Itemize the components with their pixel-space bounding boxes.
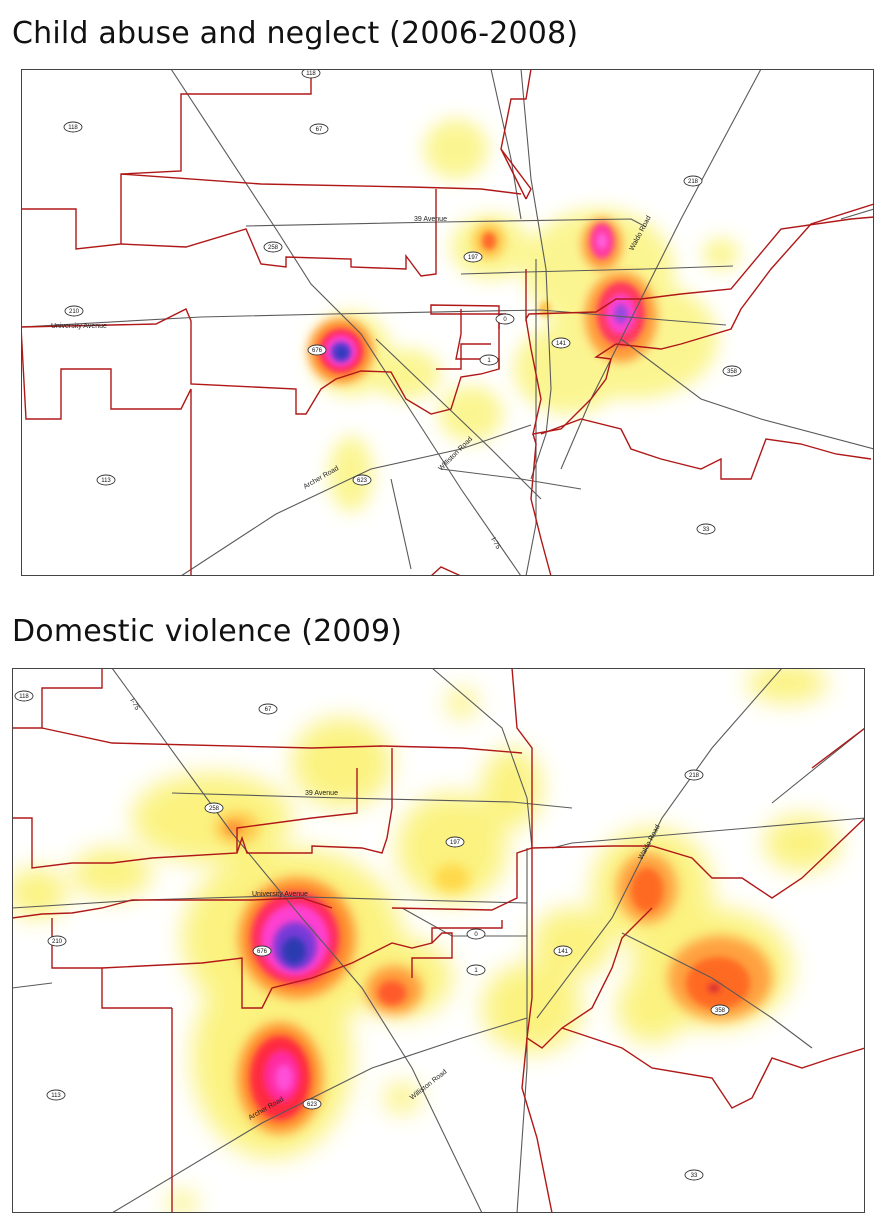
hotspot-east bbox=[668, 936, 772, 1020]
svg-text:218: 218 bbox=[688, 179, 699, 185]
svg-text:258: 258 bbox=[268, 245, 279, 251]
route-shields: 118 118 67 218 258 197 210 0 676 1 141 3… bbox=[63, 69, 742, 535]
svg-text:113: 113 bbox=[101, 478, 111, 484]
route-shield-118: 118 bbox=[63, 121, 83, 133]
svg-text:118: 118 bbox=[306, 71, 316, 77]
svg-text:1: 1 bbox=[487, 358, 491, 364]
svg-text:623: 623 bbox=[357, 478, 368, 484]
svg-text:33: 33 bbox=[703, 527, 710, 533]
hotspot-north-east bbox=[582, 218, 622, 270]
svg-text:67: 67 bbox=[316, 127, 323, 133]
road-label-39-avenue: 39 Avenue bbox=[305, 790, 338, 797]
svg-text:197: 197 bbox=[468, 255, 479, 261]
hotspot-archer bbox=[238, 1023, 322, 1133]
route-shield-358: 358 bbox=[722, 365, 742, 377]
road-network bbox=[21, 69, 874, 576]
svg-text:113: 113 bbox=[51, 1093, 61, 1099]
route-shield-676: 676 bbox=[307, 344, 327, 356]
district-boundaries bbox=[21, 69, 874, 576]
route-shield-676: 676 bbox=[252, 945, 272, 957]
svg-text:218: 218 bbox=[689, 773, 700, 779]
route-shields: 118 67 218 258 197 210 0 676 1 141 358 1… bbox=[14, 690, 730, 1181]
child-abuse-heat-map[interactable]: 118 118 67 218 258 197 210 0 676 1 141 3… bbox=[21, 69, 874, 576]
route-shield-258: 258 bbox=[204, 802, 224, 814]
svg-text:676: 676 bbox=[312, 348, 323, 354]
route-shield-67: 67 bbox=[309, 123, 329, 135]
svg-text:118: 118 bbox=[68, 125, 78, 131]
route-shield-0: 0 bbox=[466, 928, 486, 940]
svg-text:676: 676 bbox=[257, 949, 268, 955]
svg-text:67: 67 bbox=[265, 707, 272, 713]
svg-text:358: 358 bbox=[727, 369, 738, 375]
route-shield-210: 210 bbox=[47, 935, 67, 947]
svg-text:258: 258 bbox=[209, 806, 220, 812]
hotspot-center-south bbox=[366, 966, 422, 1014]
road-label-university-avenue: University Avenue bbox=[51, 323, 107, 330]
route-shield-141: 141 bbox=[553, 945, 573, 957]
route-shield-358: 358 bbox=[710, 1004, 730, 1016]
route-shield-1: 1 bbox=[479, 354, 499, 366]
svg-text:197: 197 bbox=[450, 840, 461, 846]
hotspot-197 bbox=[473, 223, 505, 259]
svg-text:358: 358 bbox=[715, 1008, 726, 1014]
hotspot-west bbox=[239, 878, 355, 998]
route-shield-141: 141 bbox=[551, 337, 571, 349]
svg-text:1: 1 bbox=[474, 968, 478, 974]
road-label-university-avenue: University Avenue bbox=[252, 891, 308, 898]
route-shield-33: 33 bbox=[684, 1169, 704, 1181]
route-shield-118: 118 bbox=[301, 69, 321, 79]
svg-text:118: 118 bbox=[19, 694, 29, 700]
route-shield-67: 67 bbox=[258, 703, 278, 715]
svg-text:0: 0 bbox=[474, 932, 478, 938]
svg-text:141: 141 bbox=[556, 341, 567, 347]
domestic-violence-heat-map[interactable]: 118 67 218 258 197 210 0 676 1 141 358 1… bbox=[12, 668, 865, 1213]
route-shield-218: 218 bbox=[684, 769, 704, 781]
route-shield-258: 258 bbox=[263, 241, 283, 253]
route-shield-1: 1 bbox=[466, 964, 486, 976]
route-shield-0: 0 bbox=[495, 313, 515, 325]
road-label-39-avenue: 39 Avenue bbox=[414, 216, 447, 223]
route-shield-623: 623 bbox=[352, 474, 372, 486]
route-shield-118: 118 bbox=[14, 690, 34, 702]
svg-text:141: 141 bbox=[558, 949, 569, 955]
route-shield-218: 218 bbox=[683, 175, 703, 187]
route-shield-113: 113 bbox=[46, 1089, 66, 1101]
svg-text:33: 33 bbox=[691, 1173, 698, 1179]
route-shield-197: 197 bbox=[445, 836, 465, 848]
district-boundaries bbox=[12, 668, 865, 1213]
route-shield-210: 210 bbox=[64, 305, 84, 317]
route-shield-623: 623 bbox=[302, 1098, 322, 1110]
svg-text:210: 210 bbox=[69, 309, 80, 315]
route-shield-197: 197 bbox=[463, 251, 483, 263]
heat-layer bbox=[12, 668, 840, 1213]
hotspot-west bbox=[309, 319, 373, 383]
route-shield-33: 33 bbox=[696, 523, 716, 535]
svg-text:0: 0 bbox=[503, 317, 507, 323]
map-title-child-abuse: Child abuse and neglect (2006-2008) bbox=[12, 16, 579, 51]
svg-text:623: 623 bbox=[307, 1102, 318, 1108]
map-title-domestic-violence: Domestic violence (2009) bbox=[12, 614, 403, 649]
svg-text:210: 210 bbox=[52, 939, 63, 945]
route-shield-113: 113 bbox=[96, 474, 116, 486]
hotspot-waldo bbox=[617, 853, 677, 923]
